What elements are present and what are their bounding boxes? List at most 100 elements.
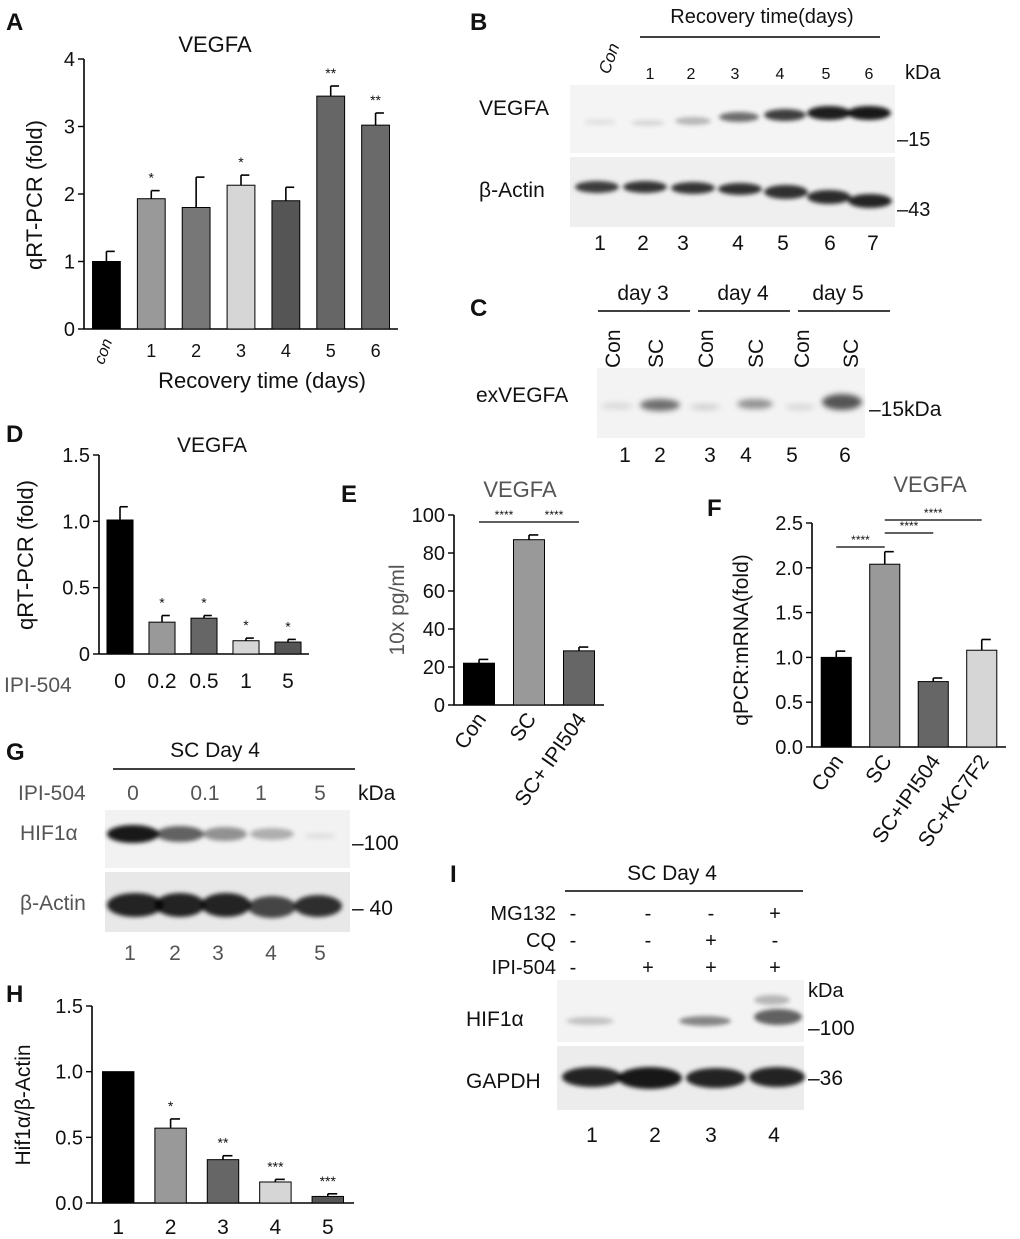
blot-b-kda: kDa xyxy=(905,62,941,84)
blot-g-row1-label: HIF1α xyxy=(20,822,78,845)
bar xyxy=(274,641,302,655)
blot-i-row1-label: HIF1α xyxy=(466,1008,524,1031)
blot-b-day: 2 xyxy=(687,66,696,83)
chart-e-title: VEGFA xyxy=(483,477,557,502)
blot-g-treat-label: IPI-504 xyxy=(18,782,86,805)
blot-c-lane: 2 xyxy=(654,444,666,467)
blot-b-vegfa-bands xyxy=(584,106,891,126)
blot-c-lane: 6 xyxy=(839,444,851,467)
y-tick-label: 0.5 xyxy=(55,1127,83,1149)
bar xyxy=(226,184,256,330)
y-tick-label: 0.5 xyxy=(62,578,90,600)
x-tick-label: 0 xyxy=(114,670,126,693)
blot-g-dose: 5 xyxy=(314,782,326,805)
y-tick-label: 1.5 xyxy=(55,996,83,1018)
bar xyxy=(271,200,301,330)
blot-i-hif-bands xyxy=(566,995,802,1026)
blot-g-hif-bands xyxy=(107,825,336,843)
bar xyxy=(181,207,211,330)
blot-g-lane: 3 xyxy=(212,942,224,965)
blot-c-col: SC xyxy=(745,339,768,368)
panel-label-a: A xyxy=(6,9,23,36)
blot-i-treat-label: MG132 xyxy=(490,903,556,925)
blot-b-day: 1 xyxy=(646,66,655,83)
blot-b-header: Recovery time(days) xyxy=(670,6,853,28)
blot-i-sign: - xyxy=(570,930,577,952)
blot-g-lane: 5 xyxy=(314,942,326,965)
blot-b-marker-43: –43 xyxy=(897,199,930,221)
bar xyxy=(190,617,218,655)
y-tick-label: 2.5 xyxy=(775,513,803,535)
bar xyxy=(106,519,134,655)
blot-c-col-labels: Con SC Con SC Con SC xyxy=(602,329,863,368)
blot-b-lane: 1 xyxy=(594,232,606,255)
bar xyxy=(148,621,176,655)
blot-b-lane: 7 xyxy=(867,232,879,255)
blot-i-sign: + xyxy=(642,957,654,979)
comparison-label: **** xyxy=(924,506,943,520)
y-tick-label: 40 xyxy=(423,619,445,641)
blot-i-sign: - xyxy=(570,903,577,925)
blot-i-lane: 1 xyxy=(586,1124,598,1147)
x-tick-label: 5 xyxy=(282,670,294,693)
x-tick-label: 6 xyxy=(371,341,381,361)
chart-d-title: VEGFA xyxy=(177,434,247,457)
comparison-label: **** xyxy=(545,508,564,522)
y-tick-label: 100 xyxy=(412,505,445,527)
y-tick-label: 0 xyxy=(64,319,75,341)
chart-a-ylabel: qRT-PCR (fold) xyxy=(22,120,47,270)
panel-label-e: E xyxy=(341,481,357,508)
blot-g-lane: 1 xyxy=(124,942,136,965)
blot-i-sign: + xyxy=(705,930,717,952)
significance-label: * xyxy=(243,617,249,633)
blot-i-header: SC Day 4 xyxy=(627,862,717,885)
comparison-label: **** xyxy=(900,519,919,533)
blot-c-bands xyxy=(601,394,862,411)
chart-a-xlabel: Recovery time (days) xyxy=(158,368,366,393)
blot-g-marker-40: – 40 xyxy=(352,897,393,920)
significance-label: * xyxy=(168,1098,174,1114)
blot-i-treat-label: IPI-504 xyxy=(492,957,556,979)
blot-i-marker-100: –100 xyxy=(808,1017,855,1040)
y-tick-label: 1 xyxy=(64,252,75,274)
panel-label-d: D xyxy=(6,421,23,448)
bar xyxy=(563,650,595,706)
chart-d-xprefix: IPI-504 xyxy=(4,674,72,697)
chart-f-ylabel: qPCR:mRNA(fold) xyxy=(730,554,753,726)
blot-i-sign: - xyxy=(570,957,577,979)
blot-g-lane-numbers: 1 2 3 4 5 xyxy=(124,942,326,965)
blot-b-row2-label: β-Actin xyxy=(479,179,545,202)
chart-e-ylabel: 10x pg/ml xyxy=(386,564,409,655)
y-tick-label: 1.5 xyxy=(775,603,803,625)
blot-b-lane: 6 xyxy=(824,232,836,255)
blot-i-lane-numbers: 1 2 3 4 xyxy=(586,1124,780,1147)
blot-i-kda: kDa xyxy=(808,980,844,1002)
significance-label: ** xyxy=(218,1135,229,1151)
y-tick-label: 0.5 xyxy=(775,692,803,714)
bar xyxy=(101,1071,135,1204)
blot-i-sign: + xyxy=(705,957,717,979)
panel-label-b: B xyxy=(470,9,487,36)
blot-i-sign: - xyxy=(645,930,652,952)
y-tick-label: 0 xyxy=(79,644,90,666)
blot-g-lane: 4 xyxy=(265,942,277,965)
blot-b-day: 4 xyxy=(776,66,785,83)
blot-b-con-label: Con xyxy=(595,41,624,77)
blot-c-lane: 5 xyxy=(786,444,798,467)
blot-i-sign: - xyxy=(708,903,715,925)
blot-g-kda: kDa xyxy=(358,782,396,805)
panel-label-c: C xyxy=(470,295,487,322)
blot-g-lane: 2 xyxy=(169,942,181,965)
x-tick-label: 1 xyxy=(112,1216,124,1239)
bar xyxy=(154,1127,187,1204)
blot-b-lane: 4 xyxy=(732,232,744,255)
blot-b-day-labels: 1 2 3 4 5 6 xyxy=(646,66,874,83)
x-tick-label: 2 xyxy=(165,1216,177,1239)
significance-label: * xyxy=(285,618,291,634)
panel-label-i: I xyxy=(450,861,457,888)
bar xyxy=(361,124,390,330)
blot-b-lane: 2 xyxy=(637,232,649,255)
blot-c-col: Con xyxy=(695,329,718,368)
blot-g-actin-bands xyxy=(107,893,342,918)
